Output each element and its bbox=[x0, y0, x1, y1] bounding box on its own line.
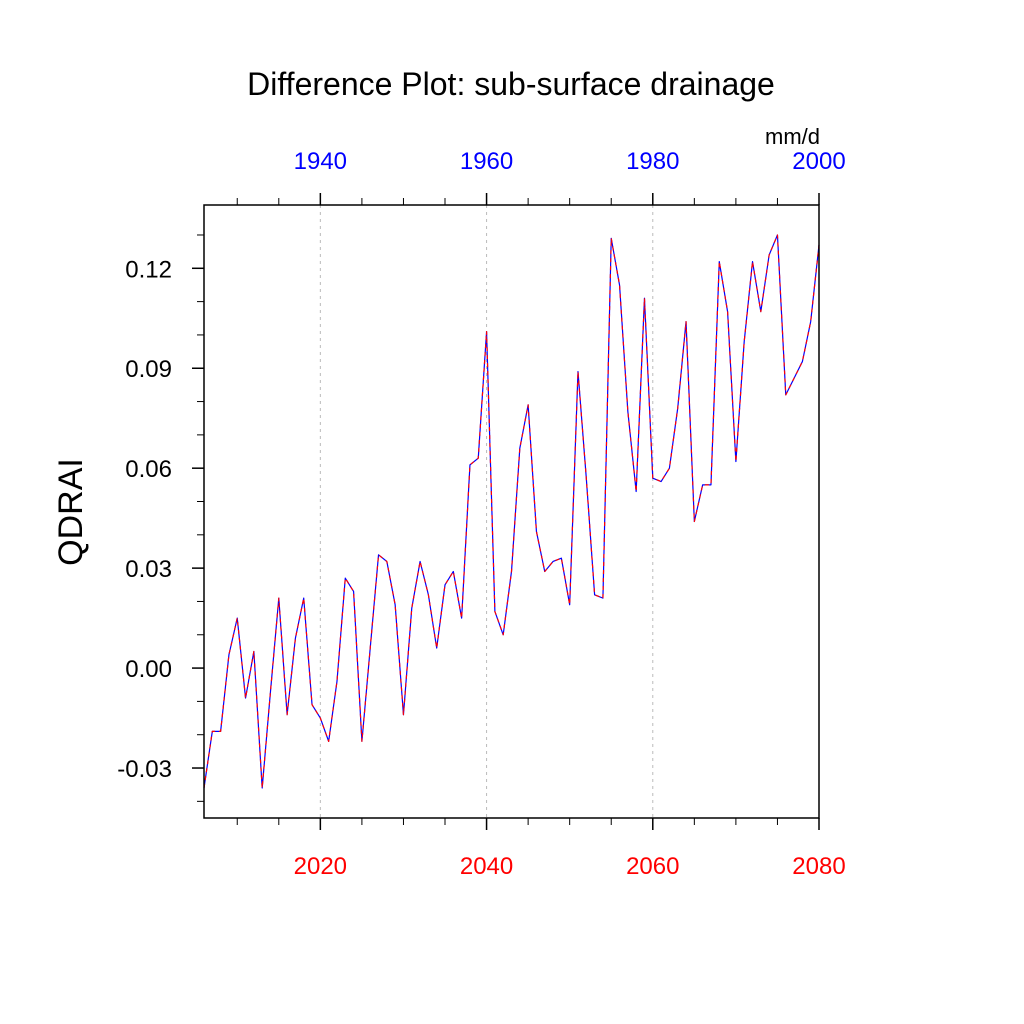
data-point-2043 bbox=[511, 571, 513, 573]
data-point-2034 bbox=[436, 647, 438, 649]
y-axis-label: QDRAI bbox=[52, 458, 90, 566]
data-point-2072 bbox=[752, 261, 754, 263]
data-point-2074 bbox=[768, 254, 770, 256]
bottom-tick-label-2080: 2080 bbox=[792, 853, 845, 880]
data-point-2052 bbox=[585, 477, 587, 479]
data-point-2023 bbox=[344, 577, 346, 579]
data-point-2071 bbox=[743, 341, 745, 343]
series-line-red-dashed bbox=[203, 234, 820, 789]
data-point-2038 bbox=[469, 464, 471, 466]
data-point-2012 bbox=[253, 651, 255, 653]
data-point-2050 bbox=[569, 604, 571, 606]
data-point-2029 bbox=[394, 604, 396, 606]
data-point-2061 bbox=[660, 481, 662, 483]
data-point-2026 bbox=[369, 647, 371, 649]
data-point-2066 bbox=[702, 484, 704, 486]
data-point-2053 bbox=[594, 594, 596, 596]
data-point-2035 bbox=[444, 584, 446, 586]
ticks-layer bbox=[192, 193, 820, 830]
data-point-2021 bbox=[328, 741, 330, 743]
data-point-2047 bbox=[544, 571, 546, 573]
data-point-2059 bbox=[644, 297, 646, 299]
y-tick-label-5: 0.12 bbox=[125, 256, 172, 283]
top-tick-label-1960: 1960 bbox=[460, 148, 513, 175]
data-point-2009 bbox=[228, 654, 230, 656]
axes-layer bbox=[203, 204, 820, 819]
data-point-2055 bbox=[610, 238, 612, 240]
data-point-2018 bbox=[303, 597, 305, 599]
data-point-2031 bbox=[411, 607, 413, 609]
top-tick-label-2000: 2000 bbox=[792, 148, 845, 175]
y-tick-label-1: 0.00 bbox=[125, 656, 172, 683]
data-point-2025 bbox=[361, 741, 363, 743]
grid-layer bbox=[319, 205, 654, 818]
data-point-2015 bbox=[278, 597, 280, 599]
data-point-2016 bbox=[286, 714, 288, 716]
data-point-2079 bbox=[810, 321, 812, 323]
data-point-2062 bbox=[669, 467, 671, 469]
data-point-2073 bbox=[760, 311, 762, 313]
data-point-2020 bbox=[320, 717, 322, 719]
data-point-2040 bbox=[486, 331, 488, 333]
labels-layer: 2020 2040 2060 2080 1940 1960 1980 2000 -0.03 0.0… bbox=[117, 148, 845, 880]
y-tick-label-4: 0.09 bbox=[125, 356, 172, 383]
data-point-2063 bbox=[677, 407, 679, 409]
y-tick-label-2: 0.03 bbox=[125, 556, 172, 583]
bottom-tick-label-2040: 2040 bbox=[460, 853, 513, 880]
data-point-2068 bbox=[718, 261, 720, 263]
data-point-2039 bbox=[477, 457, 479, 459]
bottom-tick-label-2060: 2060 bbox=[626, 853, 679, 880]
data-point-2013 bbox=[261, 787, 263, 789]
data-point-2058 bbox=[635, 491, 637, 493]
data-point-2008 bbox=[220, 731, 222, 733]
series-layer bbox=[203, 234, 820, 789]
data-point-2065 bbox=[694, 521, 696, 523]
data-point-2037 bbox=[461, 617, 463, 619]
data-point-2019 bbox=[311, 704, 313, 706]
data-point-2060 bbox=[652, 477, 654, 479]
data-point-2051 bbox=[577, 371, 579, 373]
y-tick-label-3: 0.06 bbox=[125, 456, 172, 483]
data-point-2024 bbox=[353, 591, 355, 593]
data-point-2064 bbox=[685, 321, 687, 323]
data-point-2033 bbox=[428, 594, 430, 596]
top-tick-label-1940: 1940 bbox=[294, 148, 347, 175]
data-point-2075 bbox=[777, 234, 779, 236]
data-point-2028 bbox=[386, 561, 388, 563]
chart-title: Difference Plot: sub-surface drainage bbox=[247, 66, 775, 102]
data-point-2036 bbox=[453, 571, 455, 573]
data-point-2030 bbox=[403, 714, 405, 716]
data-point-2045 bbox=[527, 404, 529, 406]
data-point-2069 bbox=[727, 311, 729, 313]
bottom-tick-label-2020: 2020 bbox=[294, 853, 347, 880]
data-point-2048 bbox=[552, 561, 554, 563]
data-point-2010 bbox=[236, 617, 238, 619]
data-point-2017 bbox=[295, 637, 297, 639]
data-point-2007 bbox=[212, 731, 214, 733]
top-tick-label-1980: 1980 bbox=[626, 148, 679, 175]
data-point-2077 bbox=[793, 377, 795, 379]
data-point-2056 bbox=[619, 284, 621, 286]
data-point-2042 bbox=[502, 634, 504, 636]
data-point-2011 bbox=[245, 697, 247, 699]
data-point-2027 bbox=[378, 554, 380, 556]
data-point-2046 bbox=[536, 531, 538, 533]
data-point-2070 bbox=[735, 461, 737, 463]
data-point-2057 bbox=[627, 411, 629, 413]
units-label: mm/d bbox=[765, 124, 820, 149]
data-point-2067 bbox=[710, 484, 712, 486]
y-tick-label-0: -0.03 bbox=[117, 756, 172, 783]
data-point-2044 bbox=[519, 447, 521, 449]
series-line-blue bbox=[203, 234, 820, 789]
data-point-2041 bbox=[494, 611, 496, 613]
data-point-2054 bbox=[602, 597, 604, 599]
data-point-2022 bbox=[336, 681, 338, 683]
data-point-2032 bbox=[419, 561, 421, 563]
plot-frame bbox=[203, 204, 820, 819]
data-point-2076 bbox=[785, 394, 787, 396]
data-point-2014 bbox=[270, 691, 272, 693]
data-point-2049 bbox=[561, 557, 563, 559]
data-point-2078 bbox=[802, 361, 804, 363]
